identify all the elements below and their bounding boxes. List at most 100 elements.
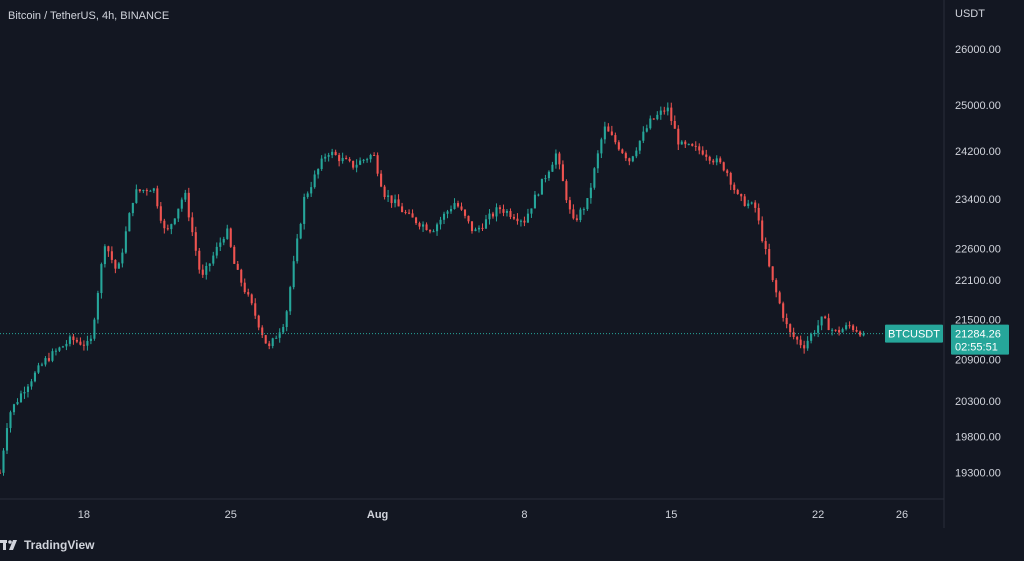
candle-body [463, 209, 467, 216]
time-tick-label: 25 [225, 509, 237, 521]
candle-body [477, 227, 481, 230]
candle-body [285, 311, 288, 328]
candle-body [502, 209, 505, 213]
tradingview-logo-icon [0, 540, 17, 550]
candle-body [764, 241, 767, 249]
candle-body [600, 139, 603, 154]
candle-body [862, 333, 865, 336]
candle-body [761, 220, 764, 242]
candle-body [474, 229, 477, 232]
candle-body [47, 358, 50, 361]
candle-body [810, 333, 813, 341]
candle-body [268, 343, 271, 347]
candle-body [635, 150, 638, 157]
candle-body [694, 145, 697, 147]
candle-body [467, 215, 470, 222]
candle-body [509, 210, 512, 217]
candle-body [198, 250, 201, 270]
candle-body [827, 318, 830, 331]
candle-body [226, 228, 229, 239]
candle-body [516, 218, 519, 222]
candle-body [607, 126, 610, 132]
candle-body [362, 159, 365, 161]
candle-body [418, 223, 421, 227]
candle-body [526, 213, 529, 223]
chart-canvas[interactable]: USDT 26000.00 25000.00 24200.00 23400.00 226… [0, 0, 1024, 528]
symbol-label: BTCUSDT [885, 324, 943, 343]
chart-background [0, 0, 1024, 528]
candle-body [663, 110, 666, 112]
candle-body [687, 143, 690, 145]
symbol-title[interactable]: Bitcoin / TetherUS, 4h, BINANCE [8, 10, 170, 22]
candle-body [338, 155, 341, 162]
candle-body [341, 157, 344, 162]
candle-body [264, 335, 267, 344]
candle-body [484, 219, 488, 229]
candle-body [96, 293, 99, 320]
time-tick-label: 18 [78, 509, 90, 521]
candle-body [159, 206, 162, 221]
candle-body [355, 164, 358, 168]
candle-body [740, 193, 743, 197]
candle-body [240, 269, 243, 283]
candle-body [820, 316, 823, 326]
candle-body [614, 135, 617, 143]
candle-body [589, 187, 592, 199]
last-price-tag-box [951, 324, 1009, 355]
candle-body [219, 242, 222, 247]
symbol-label-box [885, 324, 943, 343]
candle-body [23, 391, 26, 394]
candle-body [145, 189, 148, 192]
candle-body [533, 194, 536, 209]
candle-body [554, 153, 557, 165]
candle-body [170, 224, 173, 230]
candle-body [729, 172, 732, 185]
candle-body [596, 153, 599, 169]
candle-body [449, 208, 453, 212]
candle-body [324, 156, 327, 159]
candle-body [128, 213, 131, 232]
candle-body [114, 259, 117, 269]
candle-body [631, 156, 634, 162]
candle-body [775, 280, 778, 293]
candle-body [142, 189, 145, 192]
candle-body [803, 345, 806, 349]
candle-body [519, 220, 522, 222]
candle-body [278, 332, 281, 338]
candle-body [652, 118, 655, 120]
candle-body [544, 178, 547, 180]
candle-body [638, 140, 641, 151]
candle-body [2, 450, 5, 473]
candle-body [806, 340, 809, 349]
candle-body [796, 336, 799, 340]
candle-body [698, 146, 701, 151]
candle-body [138, 189, 141, 192]
candle-body [415, 217, 418, 224]
price-tick-label: 22600.00 [955, 243, 1001, 255]
price-tick-label: 22100.00 [955, 275, 1001, 287]
candle-body [282, 327, 285, 333]
candle-body [813, 332, 816, 334]
candle-body [824, 316, 827, 319]
candle-body [649, 118, 652, 129]
candle-body [610, 131, 613, 136]
candle-body [212, 255, 215, 264]
time-tick-label: 26 [896, 509, 908, 521]
candle-body [428, 230, 432, 232]
candle-body [121, 252, 124, 264]
candle-body [187, 192, 190, 218]
tradingview-brand[interactable]: TradingView [0, 536, 94, 554]
candle-body [768, 248, 771, 267]
candle-body [93, 319, 96, 339]
candle-body [799, 339, 802, 346]
price-axis[interactable]: USDT 26000.00 25000.00 24200.00 23400.00 226… [955, 8, 1001, 480]
candle-body [726, 170, 729, 173]
time-axis[interactable]: 18 25 Aug 8 15 22 26 [78, 509, 908, 521]
price-tick-label: 20300.00 [955, 396, 1001, 408]
candle-body [712, 160, 715, 163]
candle-body [303, 196, 306, 224]
candle-body [334, 151, 337, 156]
candle-body [250, 294, 253, 304]
candle-body [9, 412, 12, 429]
